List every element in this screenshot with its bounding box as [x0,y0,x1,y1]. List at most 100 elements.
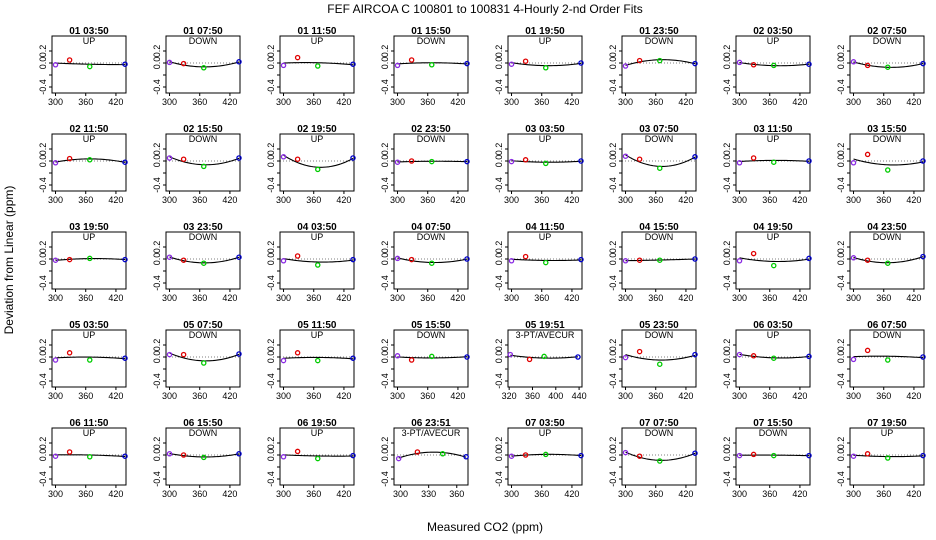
x-tick-label: 360 [762,195,777,205]
y-tick-label: 0.2 [494,437,504,450]
x-tick-label: 320 [502,391,517,401]
panel-direction-label: DOWN [873,36,902,46]
data-point [315,166,321,173]
x-tick-label: 300 [618,293,633,303]
data-point [166,59,173,66]
panel-frame [279,35,355,94]
data-point [87,454,93,460]
data-point [201,65,207,71]
y-tick-label: 0.0 [608,351,618,364]
data-point [541,353,547,360]
data-point [280,154,287,160]
x-tick-label: 300 [504,489,519,499]
data-point [294,350,301,356]
y-tick-label: 0.2 [494,339,504,352]
x-tick-label: 420 [108,195,123,205]
y-tick-label: 0.0 [722,351,732,364]
data-point [508,258,515,264]
panel-title: 04 19:50 [753,222,793,233]
x-tick-label: 300 [276,391,291,401]
y-tick-label: -0.4 [722,275,732,291]
data-point [180,257,187,263]
y-tick-label: -0.4 [380,177,390,193]
panel-title: 06 07:50 [867,320,907,331]
data-point [66,155,73,162]
y-tick-label: -0.4 [38,471,48,487]
data-point [66,350,73,356]
panel-direction-label: DOWN [873,232,902,242]
x-tick-label: 300 [162,489,177,499]
y-tick-label: -0.4 [836,177,846,193]
data-point [864,451,871,457]
x-tick-label: 420 [906,489,921,499]
data-point [657,257,663,263]
data-point [87,357,93,363]
x-tick-label: 360 [648,195,663,205]
panel-direction-label: UP [767,134,780,144]
x-tick-label: 420 [108,97,123,107]
data-point [692,256,698,262]
fit-curve [55,356,126,360]
x-tick-label: 420 [792,97,807,107]
panel-title: 04 15:50 [639,222,679,233]
y-tick-label: -0.4 [152,471,162,487]
data-point [429,158,435,165]
panel-frame [849,427,925,486]
y-tick-label: -0.4 [722,79,732,95]
y-tick-label: -0.4 [722,471,732,487]
data-point [771,452,777,459]
panel-frame [507,231,583,290]
y-tick-label: 0.0 [836,449,846,462]
x-tick-label: 300 [390,391,405,401]
panel-direction-label: UP [311,330,324,340]
data-point [636,453,643,459]
fit-curve [625,354,696,361]
y-tick-label: 0.2 [494,143,504,156]
x-tick-label: 300 [504,293,519,303]
y-tick-label: 0.0 [266,57,276,70]
data-point [522,253,529,260]
y-tick-label: 0.0 [494,351,504,364]
y-tick-label: -0.4 [836,275,846,291]
data-point [578,60,584,66]
x-tick-label: 420 [108,391,123,401]
panel-direction-label: DOWN [645,232,674,242]
y-tick-label: 0.0 [380,57,390,70]
y-tick-label: 0.2 [380,45,390,58]
y-tick-label: 0.2 [608,339,618,352]
y-tick-label: -0.4 [494,275,504,291]
panel-direction-label: UP [539,36,552,46]
data-point [750,250,757,257]
y-tick-label: -0.4 [608,275,618,291]
y-tick-label: 0.0 [38,351,48,364]
x-tick-label: 420 [792,195,807,205]
y-tick-label: 0.0 [836,57,846,70]
x-tick-label: 300 [162,293,177,303]
panel-frame [735,427,811,486]
y-tick-label: 0.0 [836,155,846,168]
data-point [920,60,926,67]
panel-frame [279,231,355,290]
panel-direction-label: DOWN [189,232,218,242]
data-point [294,253,301,259]
x-tick-label: 420 [678,391,693,401]
y-tick-label: -0.4 [494,471,504,487]
y-tick-label: -0.4 [494,373,504,389]
y-tick-label: -0.4 [608,373,618,389]
y-tick-label: 0.0 [266,449,276,462]
panel-direction-label: DOWN [873,330,902,340]
data-point [522,452,529,458]
y-tick-label: 0.0 [152,57,162,70]
data-point [507,351,514,358]
data-point [508,61,515,67]
y-tick-label: -0.4 [38,373,48,389]
x-tick-label: 420 [222,195,237,205]
x-tick-label: 360 [762,97,777,107]
